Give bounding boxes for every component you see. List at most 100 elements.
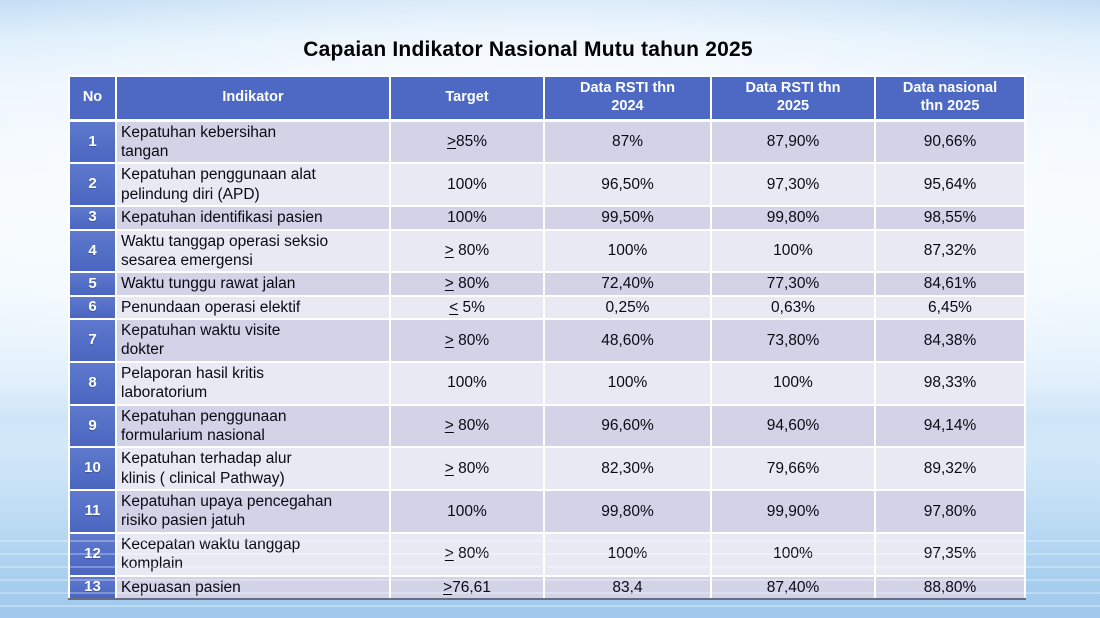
indicator-line: sesarea emergensi: [121, 251, 253, 269]
target-cell: >85%: [389, 119, 545, 165]
indicator-table: No Indikator Target Data RSTI thn 2024 D…: [68, 74, 1026, 600]
indicator-cell: Kecepatan waktu tanggap komplain: [115, 531, 391, 577]
rsti-2024-cell: 72,40%: [543, 271, 712, 297]
rsti-2024-cell: 48,60%: [543, 318, 712, 363]
target-operator: <: [449, 298, 459, 316]
target-value: 80%: [453, 242, 490, 260]
table-row: 12 Kecepatan waktu tanggap komplain > 80…: [68, 531, 1026, 577]
nasional-2025-cell: 95,64%: [874, 162, 1026, 208]
nasional-2025-cell: 98,33%: [874, 360, 1026, 406]
target-value: 76,61: [452, 578, 491, 596]
indicator-line: Kepatuhan upaya pencegahan: [121, 493, 333, 511]
rsti-2025-cell: 73,80%: [710, 318, 876, 363]
indicator-line: Kepatuhan penggunaan: [121, 407, 287, 425]
rsti-2025-cell: 97,30%: [710, 162, 876, 208]
indicator-line: Kepatuhan terhadap alur: [121, 450, 292, 468]
target-cell: >76,61: [389, 574, 545, 600]
header-label: Indikator: [222, 88, 284, 105]
target-operator: >: [444, 331, 454, 349]
target-value: 85%: [456, 133, 488, 151]
target-cell: > 80%: [389, 228, 545, 274]
rsti-2024-cell: 96,60%: [543, 403, 712, 449]
nasional-2025-cell: 89,32%: [874, 446, 1026, 492]
indicator-cell: Waktu tunggu rawat jalan: [115, 271, 391, 297]
indicator-line: pelindung diri (APD): [121, 185, 260, 203]
col-header-target: Target: [389, 74, 545, 122]
target-cell: > 80%: [389, 403, 545, 449]
indicator-line: Kepatuhan identifikasi pasien: [121, 209, 323, 227]
header-label: 2025: [776, 97, 810, 114]
header-row: No Indikator Target Data RSTI thn 2024 D…: [68, 74, 1026, 122]
indicator-line: Kecepatan waktu tanggap: [121, 535, 301, 553]
target-value: 80%: [453, 331, 490, 349]
table-row: 13 Kepuasan pasien >76,61 83,4 87,40% 88…: [68, 574, 1026, 600]
rsti-2024-cell: 87%: [543, 119, 712, 165]
table-row: 8 Pelaporan hasil kritis laboratorium 10…: [68, 360, 1026, 406]
rsti-2025-cell: 77,30%: [710, 271, 876, 297]
row-number: 1: [68, 119, 117, 165]
table-row: 1 Kepatuhan kebersihan tangan >85% 87% 8…: [68, 119, 1026, 165]
rsti-2025-cell: 100%: [710, 531, 876, 577]
header-label: No: [82, 88, 103, 105]
table-row: 9 Kepatuhan penggunaan formularium nasio…: [68, 403, 1026, 449]
header-label: Data RSTI thn: [579, 80, 676, 96]
nasional-2025-cell: 97,35%: [874, 531, 1026, 577]
table-row: 5 Waktu tunggu rawat jalan > 80% 72,40% …: [68, 271, 1026, 297]
target-value: 5%: [458, 298, 485, 316]
table-body: 1 Kepatuhan kebersihan tangan >85% 87% 8…: [68, 119, 1026, 600]
nasional-2025-cell: 98,55%: [874, 205, 1026, 231]
slide-title: Capaian Indikator Nasional Mutu tahun 20…: [303, 38, 753, 61]
target-cell: > 80%: [389, 531, 545, 577]
row-number: 7: [68, 318, 117, 363]
rsti-2025-cell: 100%: [710, 360, 876, 406]
col-header-rsti-2025: Data RSTI thn 2025: [710, 74, 876, 122]
indicator-line: dokter: [121, 341, 165, 359]
target-operator: >: [444, 242, 454, 260]
table-row: 2 Kepatuhan penggunaan alat pelindung di…: [68, 162, 1026, 208]
indicator-cell: Kepuasan pasien: [115, 574, 391, 600]
table-row: 4 Waktu tanggap operasi seksio sesarea e…: [68, 228, 1026, 274]
target-cell: > 80%: [389, 271, 545, 297]
table-row: 3 Kepatuhan identifikasi pasien 100% 99,…: [68, 205, 1026, 231]
rsti-2025-cell: 0,63%: [710, 294, 876, 321]
table-header: No Indikator Target Data RSTI thn 2024 D…: [68, 74, 1026, 122]
row-number: 2: [68, 162, 117, 208]
row-number: 3: [68, 205, 117, 231]
target-value: 100%: [447, 176, 487, 194]
table-row: 7 Kepatuhan waktu visite dokter > 80% 48…: [68, 318, 1026, 363]
target-cell: > 80%: [389, 446, 545, 492]
indicator-line: Kepuasan pasien: [121, 578, 241, 596]
indicator-line: Pelaporan hasil kritis: [121, 364, 265, 382]
indicator-cell: Pelaporan hasil kritis laboratorium: [115, 360, 391, 406]
indicator-line: klinis ( clinical Pathway): [121, 469, 285, 487]
table-row: 10 Kepatuhan terhadap alur klinis ( clin…: [68, 446, 1026, 492]
row-number: 13: [68, 574, 117, 600]
indicator-line: Kepatuhan waktu visite: [121, 322, 281, 340]
row-number: 6: [68, 294, 117, 321]
row-number: 9: [68, 403, 117, 449]
target-value: 100%: [447, 502, 487, 520]
target-value: 80%: [453, 275, 490, 293]
indicator-cell: Kepatuhan upaya pencegahan risiko pasien…: [115, 489, 391, 534]
target-value: 100%: [447, 374, 487, 392]
header-label: 2024: [611, 97, 644, 114]
indicator-cell: Kepatuhan penggunaan formularium nasiona…: [115, 403, 391, 449]
indicator-line: komplain: [121, 555, 184, 573]
row-number: 4: [68, 228, 117, 274]
nasional-2025-cell: 84,61%: [874, 271, 1026, 297]
nasional-2025-cell: 90,66%: [874, 119, 1026, 165]
col-header-rsti-2024: Data RSTI thn 2024: [543, 74, 712, 122]
indicator-cell: Kepatuhan identifikasi pasien: [115, 205, 391, 231]
nasional-2025-cell: 84,38%: [874, 318, 1026, 363]
rsti-2024-cell: 0,25%: [543, 294, 712, 321]
rsti-2024-cell: 100%: [543, 531, 712, 577]
indicator-line: Waktu tanggap operasi seksio: [121, 232, 329, 250]
indicator-cell: Kepatuhan terhadap alur klinis ( clinica…: [115, 446, 391, 492]
nasional-2025-cell: 88,80%: [874, 574, 1026, 600]
rsti-2025-cell: 87,40%: [710, 574, 876, 600]
target-operator: >: [446, 133, 457, 151]
target-value: 100%: [447, 209, 487, 227]
target-cell: 100%: [389, 489, 545, 534]
table-row: 6 Penundaan operasi elektif < 5% 0,25% 0…: [68, 294, 1026, 321]
rsti-2024-cell: 100%: [543, 228, 712, 274]
